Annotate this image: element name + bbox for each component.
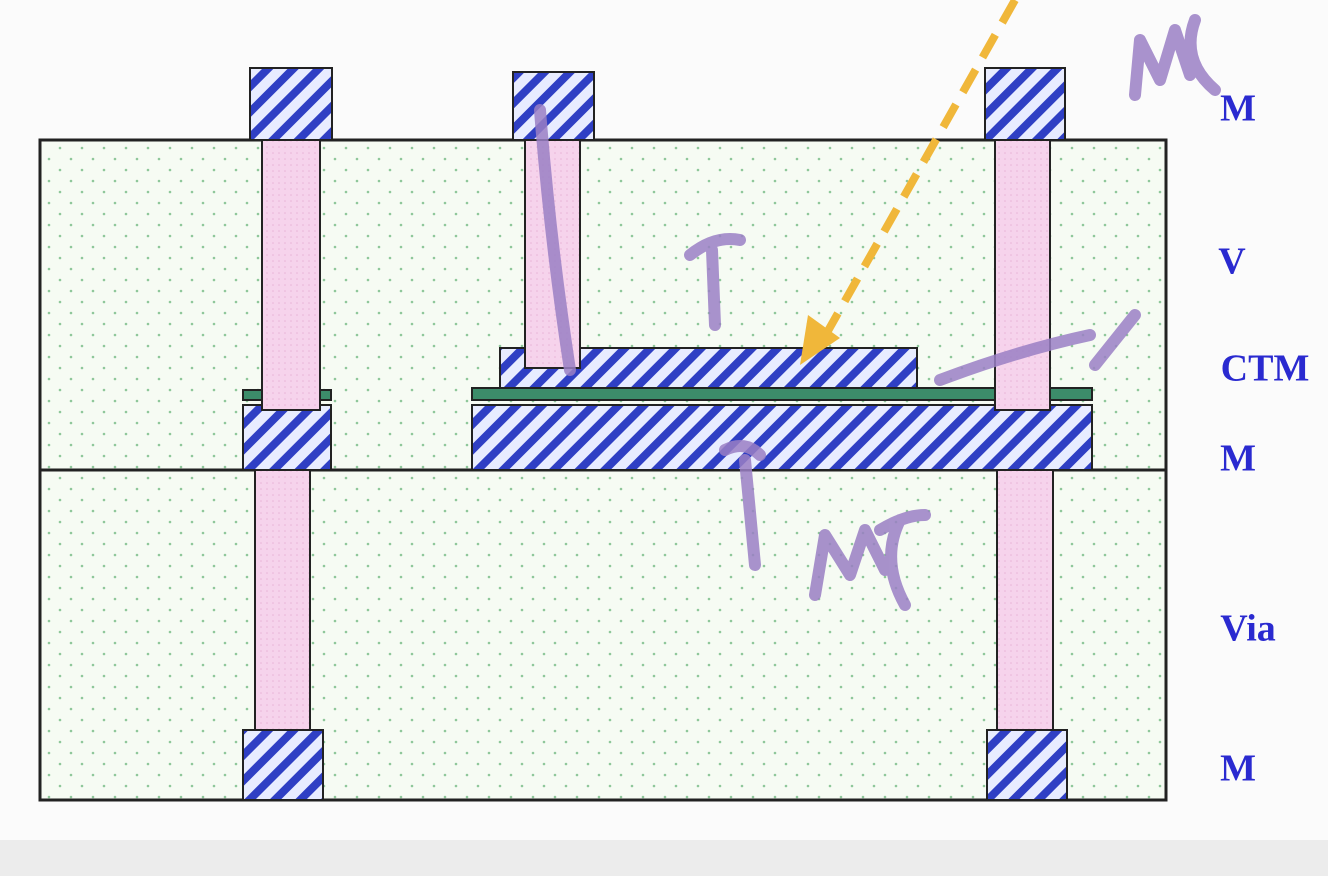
layer-label: Via: [1220, 608, 1276, 650]
handwriting: [534, 14, 1221, 611]
arrow: [800, 0, 1019, 365]
layer-label: M: [1220, 438, 1256, 480]
layer-labels: M V CTM M Via M: [1218, 88, 1309, 790]
metal-pads: [242, 67, 1068, 801]
layer-label: CTM: [1221, 348, 1310, 390]
layer-label: M: [1220, 748, 1256, 790]
layer-label: V: [1218, 241, 1246, 283]
bottom-strip: [0, 840, 1328, 876]
dielectric: [38, 138, 1168, 802]
layer-label: M: [1220, 88, 1256, 130]
